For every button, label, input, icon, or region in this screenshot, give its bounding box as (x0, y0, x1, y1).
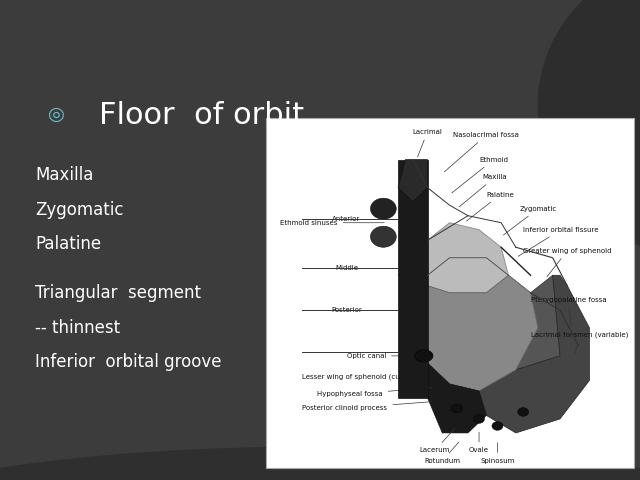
Text: Lacrimal foramen (variable): Lacrimal foramen (variable) (531, 332, 628, 353)
Text: Triangular  segment: Triangular segment (35, 284, 201, 302)
Text: Pterygopalatine fossa: Pterygopalatine fossa (531, 297, 606, 325)
Polygon shape (479, 276, 589, 433)
Text: Nasolacrimal fossa: Nasolacrimal fossa (444, 132, 519, 172)
Ellipse shape (415, 350, 433, 362)
Text: Anterior: Anterior (332, 216, 361, 222)
Text: Palatine: Palatine (467, 192, 514, 221)
Ellipse shape (451, 404, 463, 413)
Text: Posterior clinoid process: Posterior clinoid process (302, 402, 432, 411)
FancyBboxPatch shape (266, 118, 634, 468)
Ellipse shape (371, 198, 396, 219)
Text: Ethmoid: Ethmoid (452, 156, 508, 193)
Ellipse shape (474, 415, 484, 423)
Text: Rotundum: Rotundum (424, 442, 460, 464)
Text: Zygomatic: Zygomatic (503, 206, 557, 235)
Ellipse shape (538, 0, 640, 254)
Text: Optic canal: Optic canal (347, 353, 421, 359)
Text: Middle: Middle (335, 265, 358, 271)
Text: Zygomatic: Zygomatic (35, 201, 124, 219)
Text: Lesser wing of sphenoid (cut): Lesser wing of sphenoid (cut) (302, 370, 425, 380)
Text: Inferior  orbital groove: Inferior orbital groove (35, 353, 221, 372)
Ellipse shape (492, 421, 503, 431)
Polygon shape (428, 276, 579, 391)
Text: Lacerum: Lacerum (420, 428, 455, 454)
Text: Palatine: Palatine (35, 235, 101, 253)
Text: Lacrimal: Lacrimal (413, 129, 442, 157)
Polygon shape (428, 363, 486, 433)
Text: Floor  of orbit: Floor of orbit (99, 101, 305, 130)
Text: Spinosum: Spinosum (480, 443, 515, 464)
Text: Maxilla: Maxilla (459, 174, 508, 207)
Ellipse shape (0, 446, 640, 480)
Text: Posterior: Posterior (331, 307, 362, 313)
Ellipse shape (371, 226, 396, 247)
Text: Hypophyseal fossa: Hypophyseal fossa (317, 388, 432, 397)
Text: ◎: ◎ (48, 105, 65, 124)
Text: Ethmoid sinuses: Ethmoid sinuses (280, 220, 384, 226)
Ellipse shape (518, 408, 529, 416)
Text: Ovale: Ovale (469, 432, 489, 454)
Text: -- thinnest: -- thinnest (35, 319, 120, 337)
Polygon shape (398, 223, 509, 293)
Polygon shape (428, 276, 538, 391)
Text: Maxilla: Maxilla (35, 166, 93, 184)
Polygon shape (398, 160, 428, 202)
Text: Inferior orbital fissure: Inferior orbital fissure (518, 227, 598, 256)
Text: Greater wing of sphenoid: Greater wing of sphenoid (524, 248, 612, 276)
Polygon shape (398, 160, 428, 398)
